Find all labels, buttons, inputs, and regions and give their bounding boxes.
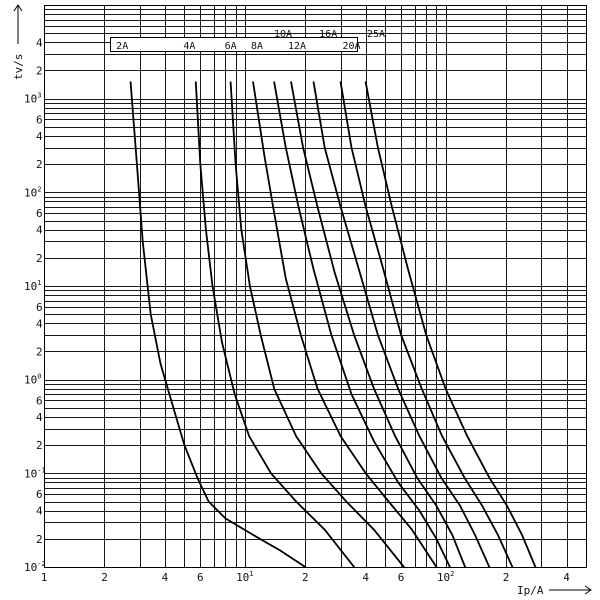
y-tick-label: 102: [24, 185, 41, 199]
curve-label: 12A: [288, 41, 306, 52]
y-tick-label: 101: [24, 279, 41, 293]
x-axis-title: Ip/A: [517, 584, 544, 597]
y-tick-label: 6: [36, 207, 43, 220]
x-tick-label: 4: [162, 571, 169, 584]
curve-label: 4A: [183, 41, 195, 52]
y-axis-title: tv/s: [12, 54, 25, 81]
curve-label: 10A: [274, 29, 292, 40]
curve-label: 2A: [116, 41, 128, 52]
curve-12a: [290, 81, 466, 568]
y-tick-label: 4: [36, 317, 43, 330]
curve-16a: [312, 81, 491, 568]
y-tick-label: 6: [36, 488, 43, 501]
x-tick-label: 101: [236, 570, 253, 584]
y-tick-label: 4: [36, 36, 43, 49]
x-tick-label: 1: [41, 571, 48, 584]
x-tick-label: 4: [362, 571, 369, 584]
x-tick-label: 2: [101, 571, 108, 584]
x-tick-label: 102: [437, 570, 454, 584]
y-tick-label: 2: [36, 252, 43, 265]
y-tick-label: 10-1: [24, 466, 46, 480]
y-tick-label: 4: [36, 505, 43, 518]
curve-10a: [273, 81, 451, 568]
y-tick-label: 6: [36, 113, 43, 126]
x-tick-label: 6: [398, 571, 405, 584]
curve-25a: [364, 81, 537, 568]
y-tick-label: 2: [36, 439, 43, 452]
y-tick-label: 2: [36, 346, 43, 359]
y-tick-label: 6: [36, 301, 43, 314]
curve-label: 8A: [251, 41, 263, 52]
x-tick-label: 2: [302, 571, 309, 584]
curve-label: 25A: [367, 29, 385, 40]
curve-6a: [229, 81, 405, 568]
curve-20a: [339, 81, 514, 568]
y-tick-label: 100: [24, 373, 41, 387]
tick-labels: 1 2 4 6 101 2 4 6 102 2 4 10-2 2 4 6 10-1 2 4 6 100 2 4 6 101 2 4…: [24, 36, 570, 584]
curve-8a: [252, 81, 438, 568]
y-tick-label: 6: [36, 394, 43, 407]
x-axis-arrowhead: [584, 585, 592, 595]
curve-label: 20A: [342, 41, 360, 52]
curve-label: 16A: [319, 29, 337, 40]
x-tick-label: 6: [197, 571, 204, 584]
y-axis-arrowhead: [13, 4, 23, 12]
y-tick-label: 10-2: [24, 560, 46, 574]
curve-label-box-frame: [110, 37, 358, 52]
y-tick-label: 2: [36, 533, 43, 546]
x-tick-label: 4: [563, 571, 570, 584]
y-tick-label: 2: [36, 158, 43, 171]
y-tick-label: 2: [36, 65, 43, 78]
curves: [129, 81, 537, 568]
x-tick-label: 2: [503, 571, 510, 584]
y-tick-label: 103: [24, 92, 41, 106]
curve-label: 6A: [225, 41, 237, 52]
grid: [43, 4, 588, 569]
curve-4a: [194, 81, 355, 568]
plot-frame: [43, 4, 588, 569]
y-tick-label: 4: [36, 130, 43, 143]
x-axis-title-group: Ip/A: [517, 584, 592, 597]
curve-2a: [129, 81, 307, 568]
y-tick-label: 4: [36, 411, 43, 424]
y-tick-label: 4: [36, 224, 43, 237]
y-axis-title-group: tv/s: [12, 4, 25, 81]
